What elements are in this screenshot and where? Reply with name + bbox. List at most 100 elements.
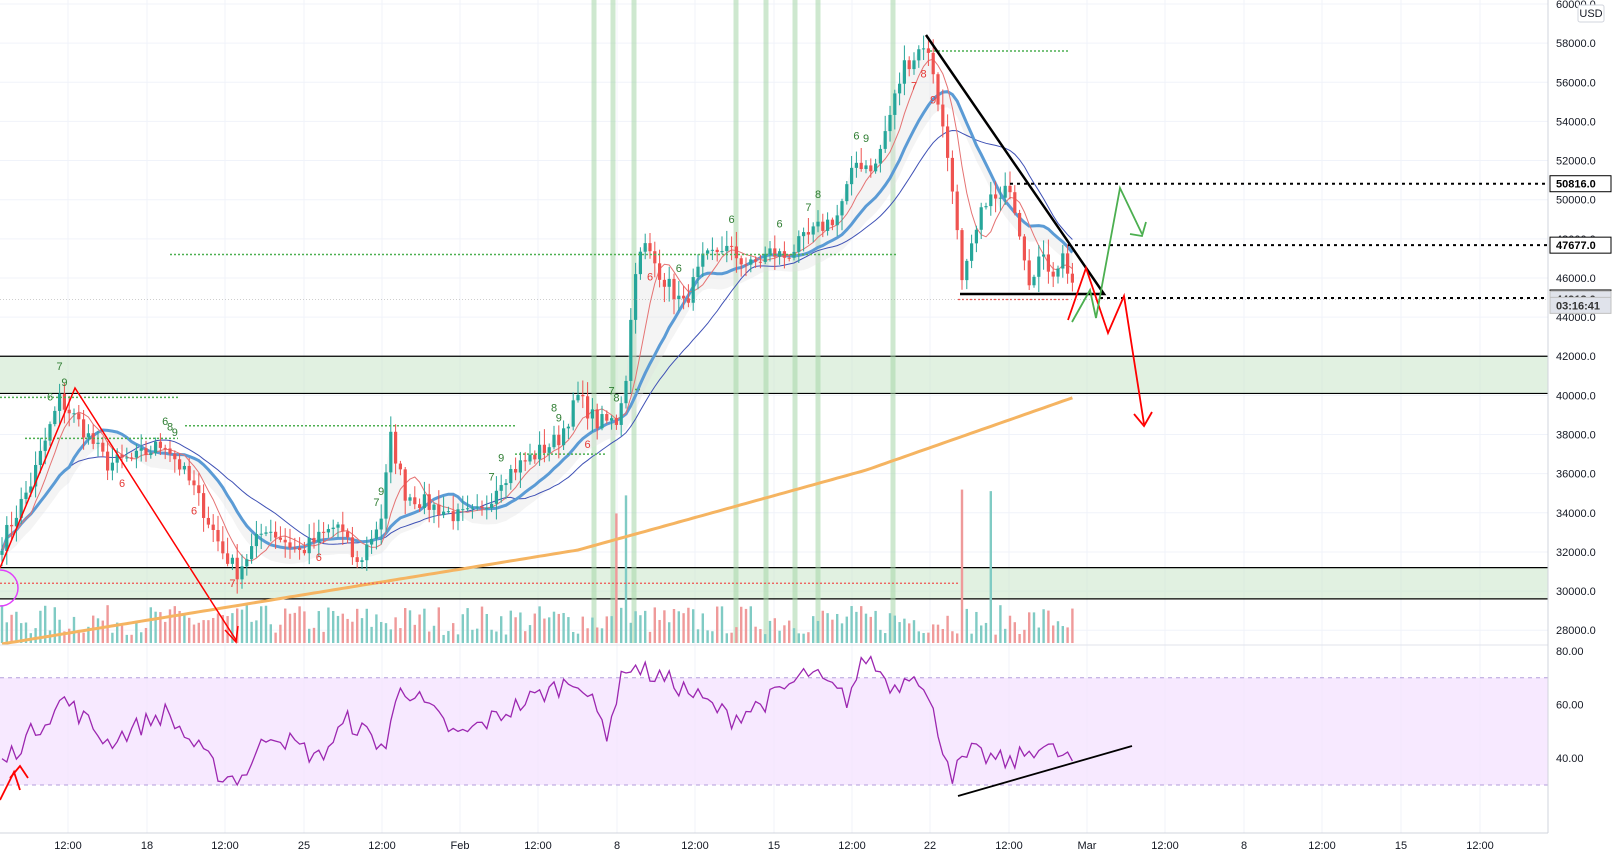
candle-body — [235, 557, 239, 580]
ma-thin-blue-line — [1, 129, 1073, 552]
seq-count-label: 6 — [162, 416, 168, 428]
volume-bar — [509, 610, 512, 643]
red-projection-arrow — [1133, 411, 1153, 428]
volume-bar — [797, 633, 800, 643]
seq-count-label: 7 — [57, 361, 63, 373]
volume-bar — [788, 620, 791, 643]
volume-bar — [351, 621, 354, 643]
volume-bar — [783, 625, 786, 643]
candle-body — [240, 566, 244, 580]
candle-body — [629, 319, 633, 381]
volume-bar — [840, 623, 844, 643]
candle-body — [466, 508, 470, 510]
volume-bar — [111, 632, 114, 643]
seq-count-label: 9 — [556, 413, 562, 425]
time-tick-label: Feb — [451, 840, 470, 852]
candle-body — [888, 114, 892, 132]
price-tick-label: 40000.0 — [1556, 390, 1596, 402]
time-tick-label: 18 — [141, 840, 153, 852]
volume-bar — [975, 611, 978, 643]
candle-body — [422, 494, 426, 509]
price-tick-label: 46000.0 — [1556, 273, 1596, 285]
candle-body — [355, 557, 359, 562]
candle-body — [782, 251, 786, 258]
candle-body — [48, 424, 52, 441]
highlight-band — [591, 0, 597, 643]
price-label-text: 50816.0 — [1556, 179, 1596, 191]
candle-body — [53, 410, 57, 425]
sequential-counts: 679689797989786667869667666789 — [47, 69, 936, 590]
rsi-red-arrow-head — [9, 764, 29, 779]
ema-red-line — [1, 58, 1073, 562]
volume-bar — [672, 609, 676, 643]
candle-body — [643, 243, 647, 252]
candle-body — [504, 483, 508, 486]
volume-bar — [312, 627, 316, 643]
candle-body — [696, 266, 700, 278]
candle-body — [893, 93, 897, 115]
rsi-trendline — [957, 745, 1133, 797]
volume-bar — [332, 610, 335, 643]
candle-body — [58, 393, 62, 411]
volume-bar — [860, 606, 863, 643]
volume-bar — [629, 622, 632, 643]
candle-body — [62, 393, 66, 410]
price-tick-label: 54000.0 — [1556, 116, 1596, 128]
volume-bar — [125, 634, 128, 643]
candle-body — [974, 229, 978, 244]
candle-body — [158, 441, 162, 448]
rsi-tick-label: 40.00 — [1556, 753, 1584, 765]
volume-bar — [970, 633, 973, 643]
volume-bar — [384, 623, 388, 643]
candle-body — [638, 251, 642, 275]
candle-body — [1018, 212, 1022, 237]
seq-count-label: 8 — [815, 189, 821, 201]
candle-body — [475, 506, 479, 508]
volume-bar — [605, 616, 608, 643]
candle-body — [264, 532, 268, 534]
volume-bar — [408, 610, 412, 643]
candle-body — [298, 547, 302, 550]
seq-count-label: 9 — [378, 486, 384, 498]
volume-bar — [648, 631, 652, 643]
volume-bar — [874, 610, 877, 643]
candle-body — [826, 219, 830, 231]
volume-bar — [1023, 629, 1026, 643]
candle-body — [389, 431, 393, 473]
candle-body — [307, 537, 311, 554]
volume-bar — [1071, 608, 1074, 643]
candle-body — [197, 485, 201, 494]
volume-bar — [720, 606, 724, 643]
volume-bar — [39, 610, 42, 643]
volume-bar — [792, 628, 796, 643]
red-projection-path — [1067, 265, 1145, 425]
candle-body — [725, 245, 729, 252]
candle-body — [43, 440, 47, 451]
volume-bar — [716, 606, 719, 643]
candle-body — [710, 249, 714, 251]
currency-box — [1577, 4, 1605, 23]
candle-body — [96, 442, 100, 444]
volume-bar — [644, 610, 647, 643]
seq-count-label: 6 — [853, 130, 859, 142]
price-tick-label: 52000.0 — [1556, 156, 1596, 168]
candle-body — [336, 524, 340, 528]
volume-bar — [53, 607, 56, 643]
candle-body — [835, 215, 839, 226]
volume-bar — [543, 618, 546, 643]
rsi-line — [1, 655, 1073, 787]
red-arrow-head-left — [224, 625, 239, 644]
candle-body — [854, 162, 858, 168]
candle-body — [19, 498, 23, 518]
volume-bar — [677, 611, 680, 643]
candle-body — [514, 468, 518, 473]
candle-body — [926, 48, 930, 53]
volume-bar — [692, 609, 695, 643]
candle-body — [38, 450, 42, 465]
candle-body — [427, 494, 431, 510]
volume-bar — [514, 617, 517, 643]
time-tick-label: 12:00 — [524, 840, 552, 852]
volume-bar — [888, 613, 892, 643]
